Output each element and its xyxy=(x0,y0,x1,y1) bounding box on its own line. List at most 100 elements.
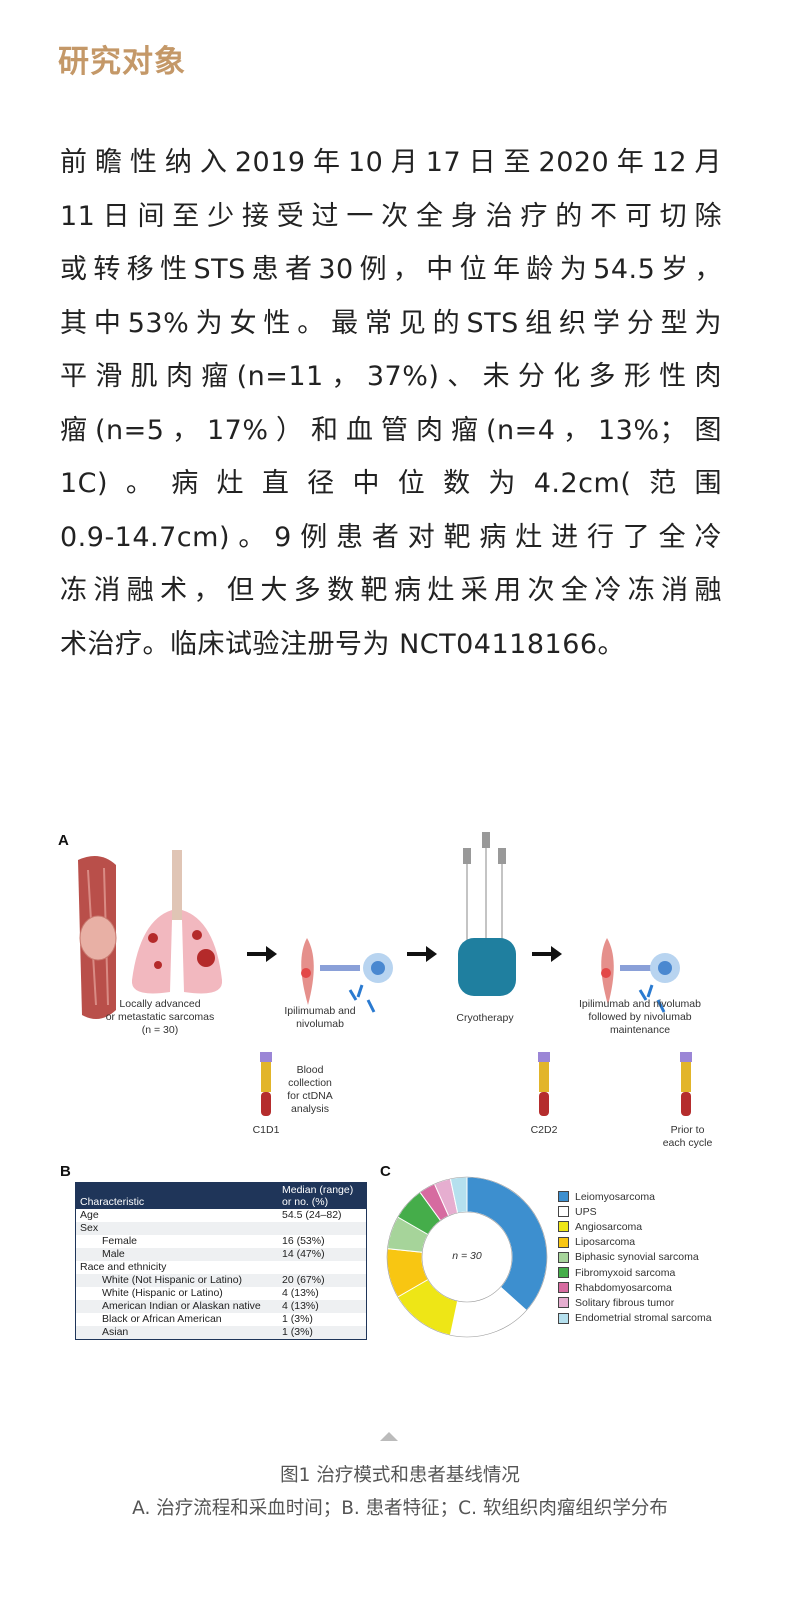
timepoint-each-cycle: Prior to each cycle xyxy=(650,1124,725,1150)
donut-slice-leiomyosarcoma xyxy=(466,1176,548,1312)
paragraph-line: 冻消融术，但大多数靶病灶采用次全冷冻消融 xyxy=(60,575,722,606)
paragraph-line: 平滑肌肉瘤(n=11，37%)、未分化多形性肉 xyxy=(60,361,722,392)
timepoint-c1d1: C1D1 xyxy=(252,1124,280,1136)
text-line: for ctDNA xyxy=(287,1090,333,1102)
paragraph-line: 11日间至少接受过一次全身治疗的不可切除 xyxy=(60,200,722,232)
text-line: Prior to xyxy=(670,1124,705,1136)
text-line: nivolumab xyxy=(296,1018,344,1030)
cell-characteristic: Female xyxy=(102,1235,138,1247)
chart-legend: Leiomyosarcoma UPS Angiosarcoma Liposarcoma… xyxy=(558,1189,712,1326)
table-row: Race and ethnicity xyxy=(76,1261,367,1274)
cryotherapy-icon xyxy=(458,832,516,996)
text-line: Blood collection xyxy=(288,1064,332,1089)
cell-value: 1 (3%) xyxy=(278,1326,367,1340)
legend-swatch xyxy=(558,1297,569,1309)
legend-label: Rhabdomyosarcoma xyxy=(575,1281,672,1294)
header-text: Median (range) xyxy=(282,1184,354,1196)
legend-item: Angiosarcoma xyxy=(558,1219,712,1234)
treatment-schema-illustration xyxy=(78,832,692,1116)
legend-item: Biphasic synovial sarcoma xyxy=(558,1250,712,1265)
text-line: or metastatic sarcomas xyxy=(105,1011,215,1023)
immune-synapse-icon-2 xyxy=(601,938,680,1013)
cell-value: 54.5 (24–82) xyxy=(282,1209,342,1221)
legend-label: Endometrial stromal sarcoma xyxy=(575,1312,712,1325)
legend-swatch xyxy=(558,1282,569,1294)
figure-caption-title: 图1 治疗模式和患者基线情况 xyxy=(280,1465,520,1486)
body-paragraph: 前瞻性纳入2019年10月17日至2020年12月 11日间至少接受过一次全身治疗… xyxy=(60,136,722,671)
table-row: White (Not Hispanic or Latino) 20 (67%) xyxy=(75,1274,367,1287)
legend-item: Fibromyxoid sarcoma xyxy=(558,1265,712,1280)
legend-label: Angiosarcoma xyxy=(575,1220,643,1233)
arrow-icon xyxy=(247,946,562,962)
table-row: Female 16 (53%) xyxy=(76,1235,367,1248)
immune-synapse-icon xyxy=(301,938,393,1013)
legend-label: Leiomyosarcoma xyxy=(575,1190,655,1203)
paragraph-line: 其中53%为女性。最常见的STS组织学分型为 xyxy=(60,307,722,339)
legend-label: UPS xyxy=(575,1205,597,1218)
text-line: analysis xyxy=(291,1103,329,1115)
paragraph-line: 1C)。病灶直径中位数为4.2cm(范围 xyxy=(60,468,722,499)
text-line: Ipilimumab and nivolumab xyxy=(579,998,701,1010)
cell-value: 4 (13%) xyxy=(282,1287,319,1299)
legend-swatch xyxy=(558,1191,569,1203)
cell-value: 4 (13%) xyxy=(278,1300,367,1313)
text-line: followed by nivolumab xyxy=(588,1011,692,1023)
blood-tube-icon xyxy=(260,1052,692,1116)
table-row: Asian 1 (3%) xyxy=(75,1326,367,1340)
step-label-ipi-nivo: Ipilimumab and nivolumab xyxy=(270,1005,370,1031)
table-row: Sex xyxy=(75,1222,367,1235)
step-label-maintenance: Ipilimumab and nivolumab followed by niv… xyxy=(565,998,715,1037)
cell-value: 14 (47%) xyxy=(278,1248,367,1261)
cell-value xyxy=(278,1261,367,1274)
cell-value: 1 (3%) xyxy=(282,1313,313,1325)
histology-donut-chart xyxy=(386,1176,548,1338)
header-value: Median (range) or no. (%) xyxy=(278,1182,367,1209)
cell-characteristic: Black or African American xyxy=(102,1313,222,1325)
lungs-icon xyxy=(131,850,223,994)
donut-center-label: n = 30 xyxy=(452,1250,482,1262)
panel-b-label: B xyxy=(60,1163,71,1180)
legend-item: Leiomyosarcoma xyxy=(558,1189,712,1204)
text-line: Locally advanced xyxy=(119,998,201,1010)
section-title: 研究对象 xyxy=(58,44,186,80)
legend-item: Rhabdomyosarcoma xyxy=(558,1280,712,1295)
timepoint-c2d2: C2D2 xyxy=(530,1124,558,1136)
legend-item: UPS xyxy=(558,1204,712,1219)
thigh-muscle-icon xyxy=(78,856,117,1019)
legend-item: Endometrial stromal sarcoma xyxy=(558,1311,712,1326)
paragraph-line: 瘤(n=5，17%）和血管肉瘤(n=4，13%；图 xyxy=(60,414,722,446)
paragraph-line: 或转移性STS患者30例，中位年龄为54.5岁， xyxy=(60,254,722,285)
blood-collection-note: Blood collection for ctDNA analysis xyxy=(275,1064,345,1116)
table-row: Age 54.5 (24–82) xyxy=(76,1209,367,1222)
table-row: Black or African American 1 (3%) xyxy=(76,1313,367,1326)
text-line: maintenance xyxy=(609,1024,671,1036)
legend-swatch xyxy=(558,1312,569,1324)
legend-item: Solitary fibrous tumor xyxy=(558,1295,712,1310)
cell-characteristic: Sex xyxy=(75,1222,278,1235)
cell-value: 16 (53%) xyxy=(282,1235,325,1247)
cell-value xyxy=(278,1222,367,1235)
legend-swatch xyxy=(558,1236,569,1248)
donut-outline xyxy=(421,1211,513,1303)
donut-outline xyxy=(386,1176,548,1338)
patient-characteristics-table: Characteristic Median (range) or no. (%) … xyxy=(75,1182,367,1340)
figure-caption-detail: A. 治疗流程和采血时间；B. 患者特征；C. 软组织肉瘤组织学分布 xyxy=(132,1498,668,1519)
paragraph-line: 术治疗。临床试验注册号为 NCT04118166。 xyxy=(60,628,626,660)
legend-swatch xyxy=(558,1267,569,1279)
header-text: or no. (%) xyxy=(282,1196,329,1208)
cell-value: 20 (67%) xyxy=(278,1274,367,1287)
cell-characteristic: White (Not Hispanic or Latino) xyxy=(75,1274,278,1287)
paragraph-line: 0.9-14.7cm)。9例患者对靶病灶进行了全冷 xyxy=(60,521,722,553)
text-line: Ipilimumab and xyxy=(284,1005,356,1017)
legend-item: Liposarcoma xyxy=(558,1235,712,1250)
legend-label: Solitary fibrous tumor xyxy=(575,1296,675,1309)
text-line: (n = 30) xyxy=(141,1024,179,1036)
panel-c-label: C xyxy=(380,1163,391,1180)
header-text: Characteristic xyxy=(80,1196,145,1208)
cell-characteristic: Age xyxy=(80,1209,99,1221)
legend-swatch xyxy=(558,1251,569,1263)
table-row: White (Hispanic or Latino) 4 (13%) xyxy=(76,1287,367,1300)
cell-characteristic: American Indian or Alaskan native xyxy=(75,1300,278,1313)
text-line: Cryotherapy xyxy=(456,1012,514,1024)
